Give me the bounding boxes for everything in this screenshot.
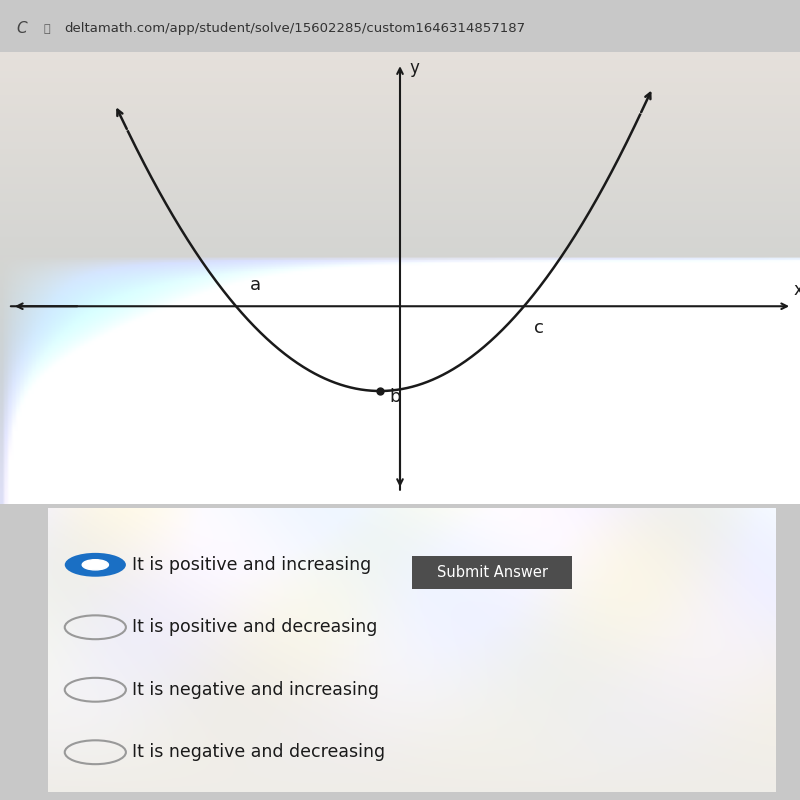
Text: a: a [250, 276, 261, 294]
Circle shape [82, 560, 109, 570]
Text: y: y [410, 58, 419, 77]
Text: c: c [534, 318, 543, 337]
Text: C: C [16, 21, 26, 36]
FancyBboxPatch shape [412, 556, 572, 589]
Text: deltamath.com/app/student/solve/15602285/custom1646314857187: deltamath.com/app/student/solve/15602285… [64, 22, 525, 35]
Text: 🔒: 🔒 [44, 23, 50, 34]
Text: Submit Answer: Submit Answer [437, 565, 547, 580]
Text: It is negative and decreasing: It is negative and decreasing [132, 743, 385, 762]
Text: It is negative and increasing: It is negative and increasing [132, 681, 378, 698]
Circle shape [65, 553, 126, 577]
Text: x: x [794, 282, 800, 299]
Text: It is positive and increasing: It is positive and increasing [132, 556, 371, 574]
Text: b: b [390, 388, 401, 406]
Text: It is positive and decreasing: It is positive and decreasing [132, 618, 377, 636]
